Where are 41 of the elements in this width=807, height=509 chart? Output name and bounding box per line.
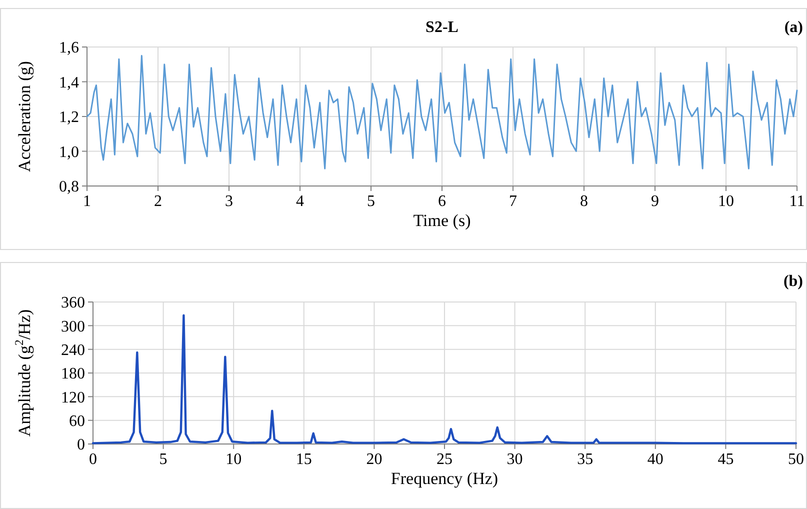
y-tick-label: 120 — [61, 389, 85, 406]
x-tick-label: 30 — [506, 451, 523, 468]
x-tick-label: 40 — [647, 451, 664, 468]
x-tick-label: 15 — [296, 451, 312, 468]
x-tick-label: 10 — [718, 193, 734, 210]
x-tick-label: 4 — [296, 193, 304, 210]
y-tick-label: 180 — [61, 366, 85, 383]
x-tick-label: 45 — [718, 451, 734, 468]
x-tick-label: 3 — [225, 193, 233, 210]
x-tick-label: 5 — [159, 451, 168, 468]
x-tick-label: 0 — [89, 451, 97, 468]
y-tick-label: 300 — [61, 318, 85, 336]
chart-title: S2-L — [426, 19, 458, 36]
x-tick-label: 2 — [154, 193, 162, 210]
y-tick-label: 0 — [77, 436, 85, 454]
y-tick-label: 1,6 — [59, 40, 79, 57]
x-tick-label: 35 — [577, 451, 594, 468]
y-tick-label: 1,2 — [59, 109, 79, 126]
line-series — [86, 54, 798, 170]
x-tick-label: 10 — [226, 451, 242, 468]
y-tick-label: 60 — [69, 412, 85, 430]
y-tick-label: 1,4 — [59, 74, 79, 92]
y-tick-label: 360 — [61, 294, 85, 312]
x-axis-title: Time (s) — [413, 211, 471, 230]
x-tick-label: 5 — [367, 193, 375, 210]
x-tick-label: 20 — [366, 451, 382, 468]
y-axis-title: Acceleration (g) — [15, 61, 34, 172]
x-tick-label: 50 — [788, 451, 804, 468]
x-tick-label: 11 — [789, 193, 805, 210]
text: (b) — [783, 273, 803, 290]
text: (a) — [784, 19, 803, 36]
y-tick-label: 0,8 — [59, 178, 79, 196]
x-tick-label: 25 — [436, 451, 452, 468]
y-tick-label: 1,0 — [59, 144, 79, 161]
x-tick-label: 9 — [651, 193, 659, 210]
x-tick-label: 6 — [438, 193, 446, 210]
x-tick-label: 8 — [580, 193, 588, 210]
x-tick-label: 1 — [83, 193, 91, 210]
x-tick-label: 7 — [509, 193, 517, 210]
y-tick-label: 240 — [61, 342, 85, 359]
x-axis-title: Frequency (Hz) — [390, 469, 498, 488]
